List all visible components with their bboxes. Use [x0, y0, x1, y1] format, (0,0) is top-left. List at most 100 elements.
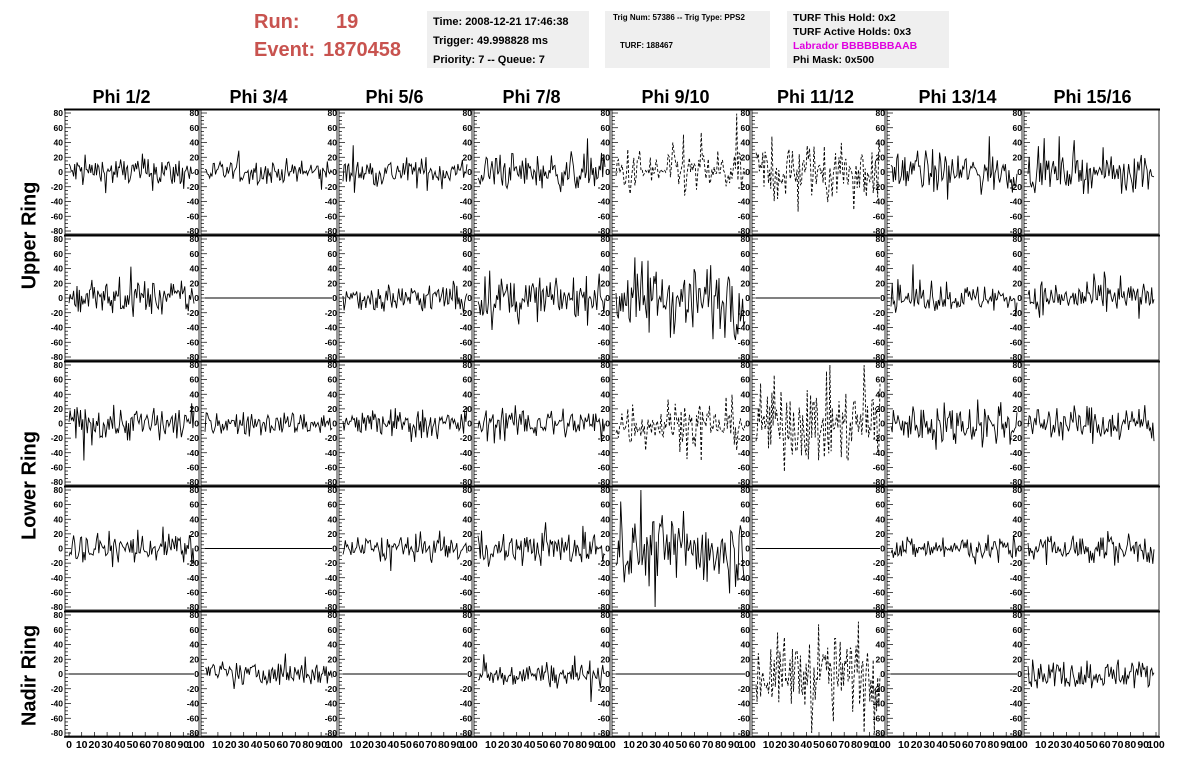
x-tick-label: 60	[550, 739, 562, 751]
waveform-trace	[755, 136, 881, 212]
x-tick-label: 80	[302, 739, 314, 751]
x-tick-label: 30	[375, 739, 387, 751]
y-tick-label: -80	[873, 477, 886, 487]
y-tick-label: 0	[332, 293, 337, 303]
y-tick-label: 20	[463, 654, 473, 664]
y-tick-label: 60	[190, 123, 200, 133]
y-tick-label: -60	[187, 587, 200, 597]
y-tick-label: 80	[741, 234, 751, 244]
y-tick-label: -20	[325, 433, 338, 443]
y-tick-label: -40	[187, 197, 200, 207]
y-tick-label: 20	[601, 654, 611, 664]
y-tick-label: 0	[880, 293, 885, 303]
y-tick-label: -20	[187, 308, 200, 318]
y-tick-label: -80	[51, 226, 64, 236]
event-label: Event:	[254, 39, 316, 61]
y-tick-label: -80	[598, 728, 611, 738]
y-tick-label: -80	[1010, 352, 1023, 362]
x-tick-label: 30	[511, 739, 523, 751]
panel-frame	[338, 109, 473, 235]
y-tick-label: 0	[332, 167, 337, 177]
y-tick-label: -20	[1010, 182, 1023, 192]
y-tick-label: -40	[325, 197, 338, 207]
y-tick-label: 80	[601, 485, 611, 495]
y-tick-label: -20	[460, 182, 473, 192]
y-tick-label: -60	[738, 713, 751, 723]
y-tick-label: -40	[738, 448, 751, 458]
y-tick-label: 80	[1013, 485, 1023, 495]
waveform-trace	[890, 534, 1018, 565]
turf-this-hold-text: TURF This Hold: 0x2	[793, 12, 896, 24]
y-tick-label: 20	[741, 278, 751, 288]
x-tick-label: 100	[1010, 739, 1028, 751]
y-tick-label: -60	[187, 337, 200, 347]
y-tick-label: -20	[738, 182, 751, 192]
y-tick-label: -60	[1010, 462, 1023, 472]
x-tick-label: 20	[1048, 739, 1060, 751]
y-tick-label: -40	[1010, 573, 1023, 583]
run-value: 19	[336, 11, 359, 33]
x-tick-label: 30	[101, 739, 113, 751]
x-tick-label: 100	[873, 739, 891, 751]
column-header-phi-9-10: Phi 9/10	[641, 87, 710, 107]
y-tick-label: -80	[738, 226, 751, 236]
labrador-text: Labrador BBBBBBBAAB	[793, 40, 918, 52]
waveform-panel-r4-c5: 80 60 40 20 0 -20 -40 -60 -80	[738, 610, 886, 738]
y-tick-label: 20	[328, 278, 338, 288]
y-tick-label: -80	[598, 602, 611, 612]
waveform-panel-r0-c5: 80 60 40 20 0 -20 -40 -60 -80	[738, 108, 886, 236]
trigger-text: Trigger: 49.998828 ms	[433, 35, 548, 47]
y-tick-label: -60	[738, 587, 751, 597]
y-tick-label: 0	[332, 544, 337, 554]
y-tick-label: 40	[876, 138, 886, 148]
y-tick-label: 80	[190, 234, 200, 244]
waveform-panel-r1-c7: 80 60 40 20 0 -20 -40 -60 -80	[1010, 234, 1160, 362]
y-tick-label: 0	[467, 669, 472, 679]
y-tick-label: 20	[601, 529, 611, 539]
y-tick-label: -60	[51, 713, 64, 723]
x-tick-label: 10	[76, 739, 88, 751]
x-tick-label: 50	[400, 739, 412, 751]
waveform-panel-r0-c0: 80 60 40 20 0 -20 -40 -60 -80	[51, 108, 200, 236]
y-tick-label: -20	[187, 182, 200, 192]
y-tick-label: -40	[460, 197, 473, 207]
y-tick-label: -40	[460, 699, 473, 709]
x-tick-label: 100	[1147, 739, 1165, 751]
x-tick-label: 10	[212, 739, 224, 751]
y-tick-label: 20	[876, 654, 886, 664]
y-tick-label: 20	[463, 529, 473, 539]
y-tick-label: -40	[873, 573, 886, 583]
y-tick-label: -80	[1010, 728, 1023, 738]
y-tick-label: -40	[51, 573, 64, 583]
y-tick-label: -40	[873, 448, 886, 458]
y-tick-label: 60	[876, 375, 886, 385]
y-tick-label: 60	[601, 249, 611, 259]
x-tick-label: 60	[1099, 739, 1111, 751]
y-tick-label: -20	[325, 308, 338, 318]
y-tick-label: -20	[738, 684, 751, 694]
x-tick-label: 100	[460, 739, 478, 751]
y-tick-label: 20	[463, 404, 473, 414]
y-tick-label: -20	[460, 558, 473, 568]
y-tick-label: -80	[598, 226, 611, 236]
waveform-panel-r0-c7: 80 60 40 20 0 -20 -40 -60 -80	[1010, 108, 1160, 236]
waveform-panel-r3-c6: 80 60 40 20 0 -20 -40 -60 -80	[873, 485, 1023, 612]
y-tick-label: -60	[51, 462, 64, 472]
y-tick-label: -40	[325, 699, 338, 709]
y-tick-label: 20	[54, 529, 64, 539]
y-tick-label: 60	[876, 625, 886, 635]
y-tick-label: -40	[51, 197, 64, 207]
y-tick-label: -60	[738, 462, 751, 472]
y-tick-label: 0	[58, 293, 63, 303]
y-tick-label: 80	[876, 108, 886, 118]
y-tick-label: 60	[601, 625, 611, 635]
y-tick-label: 0	[467, 544, 472, 554]
y-tick-label: -60	[1010, 337, 1023, 347]
y-tick-label: -60	[598, 713, 611, 723]
y-tick-label: -80	[325, 728, 338, 738]
x-tick-label: 20	[498, 739, 510, 751]
x-tick-label: 90	[728, 739, 740, 751]
x-tick-label: 80	[575, 739, 587, 751]
y-tick-label: -80	[460, 352, 473, 362]
panel-frame	[1023, 109, 1160, 235]
